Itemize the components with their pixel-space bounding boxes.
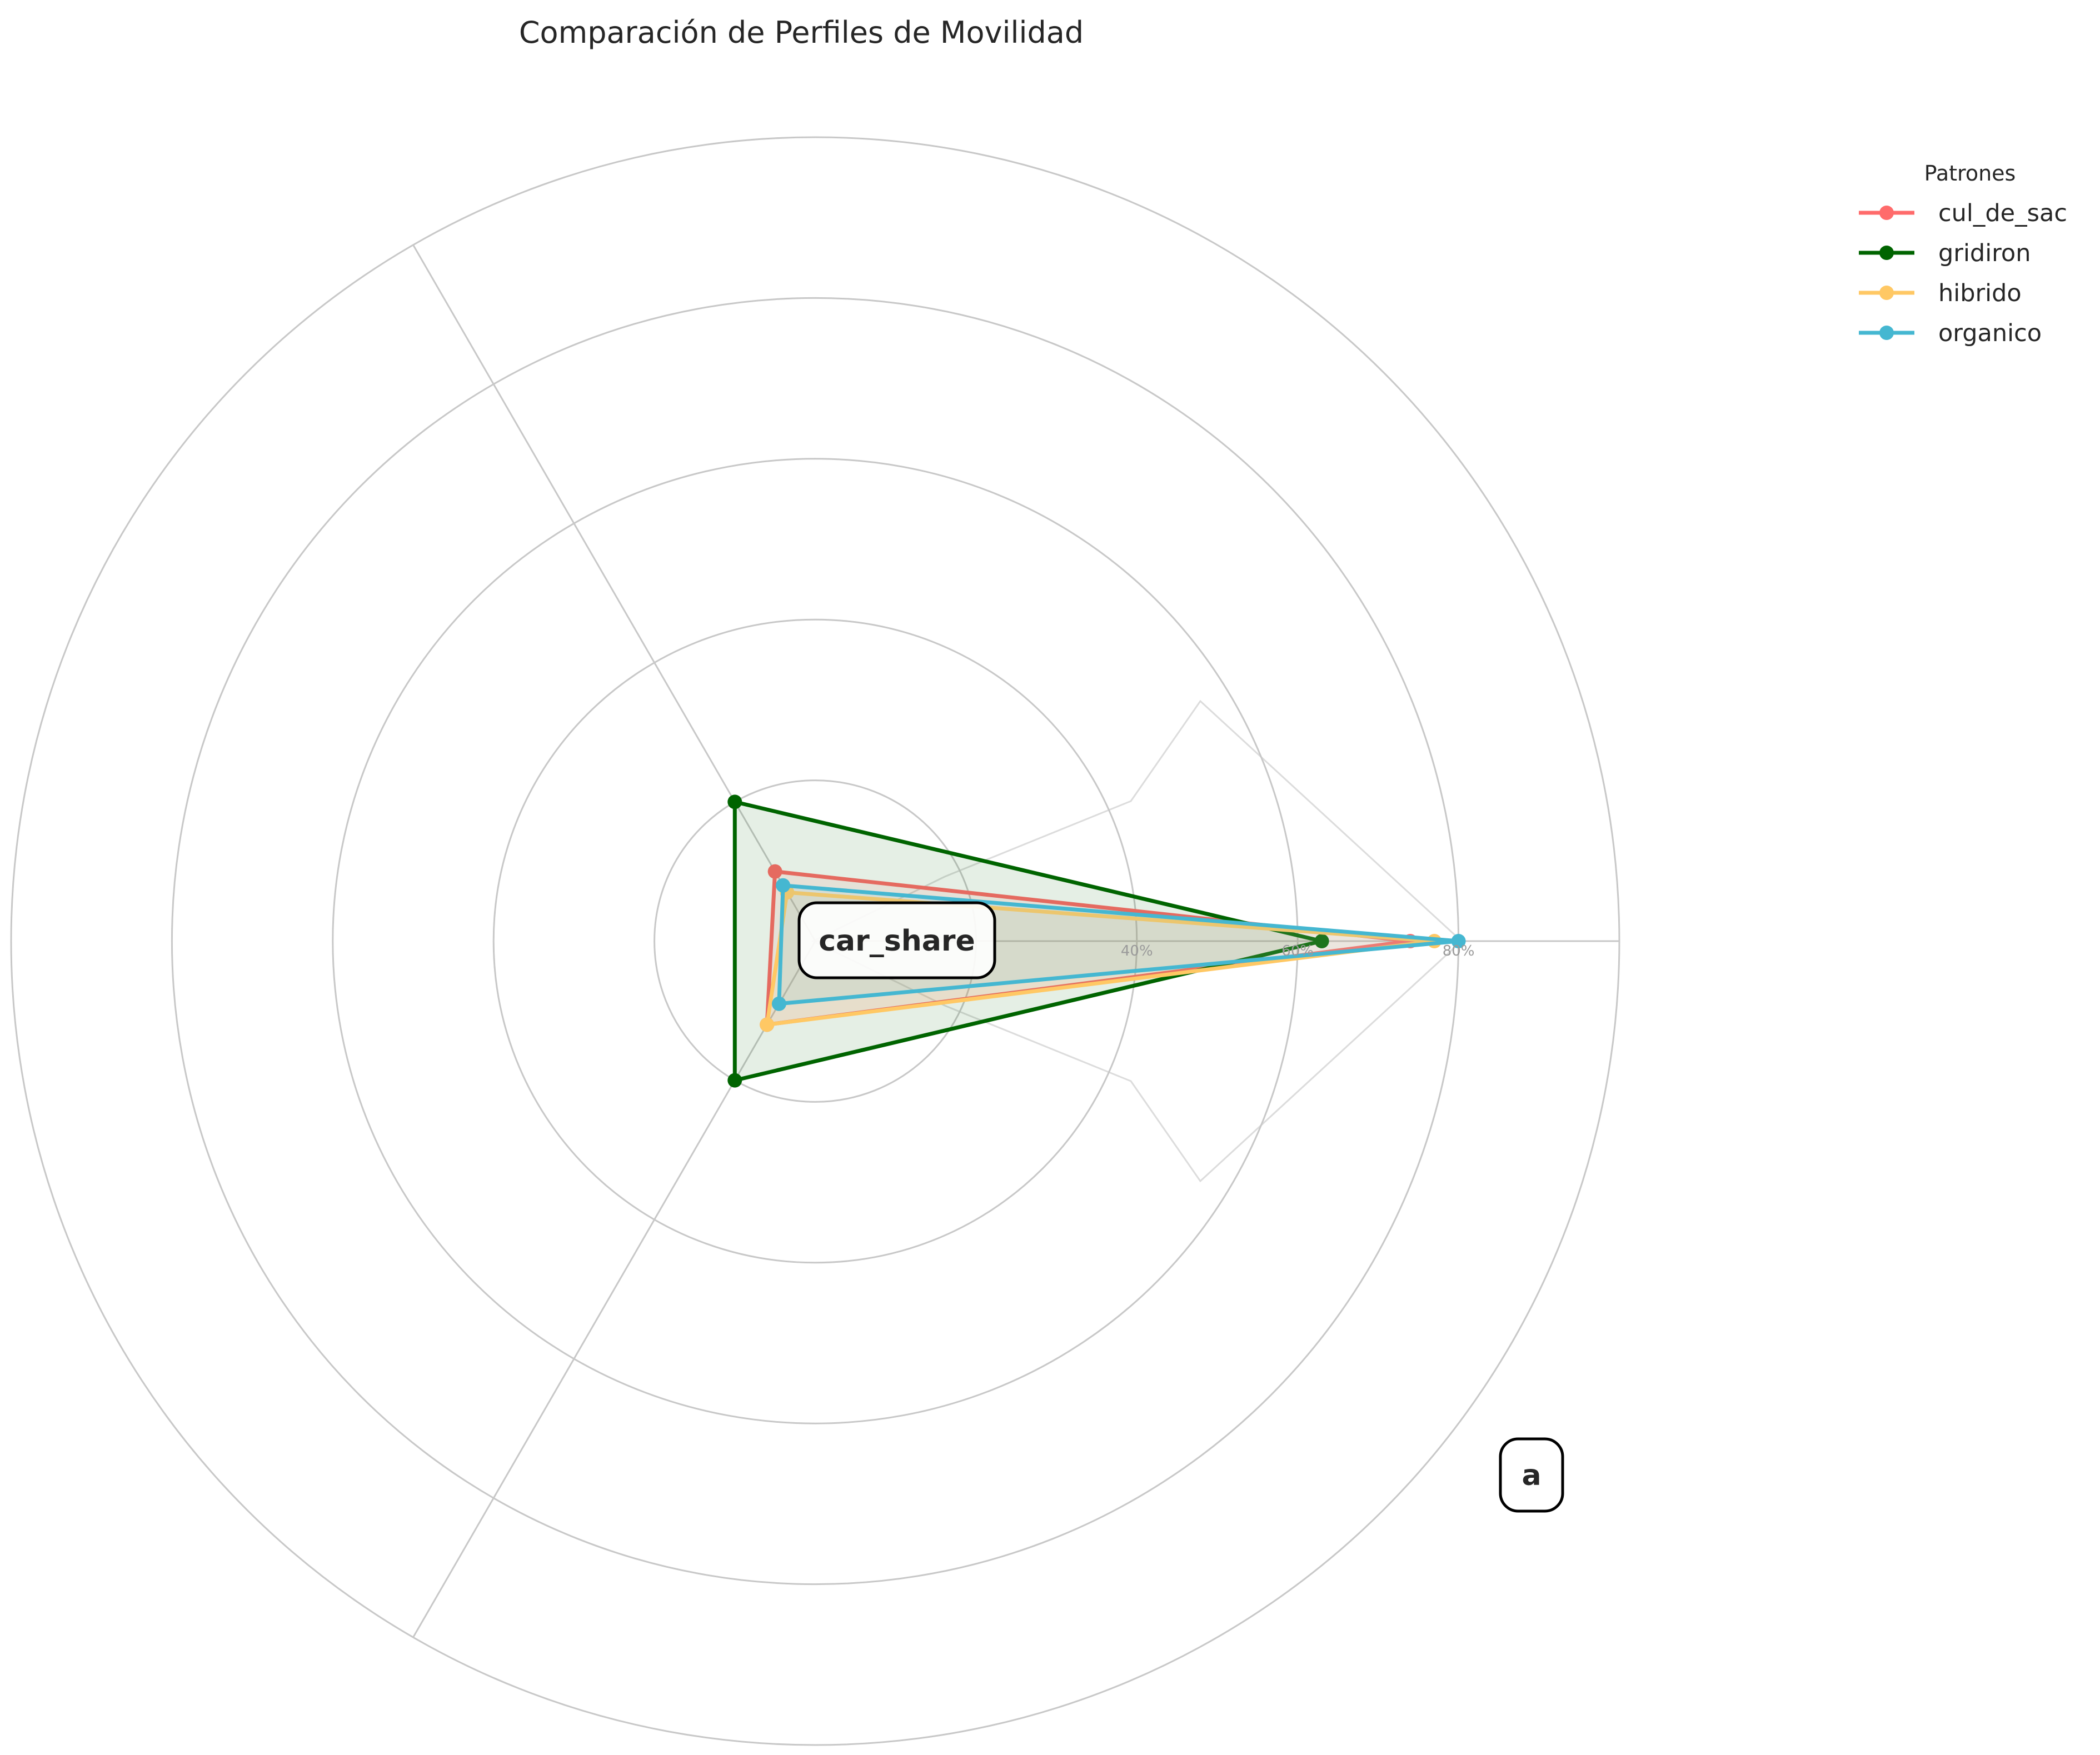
legend-title: Patrones: [1924, 161, 2016, 186]
point-gridiron-2: [727, 1073, 742, 1088]
point-hibrido-2: [760, 1017, 775, 1032]
tick-label-40: 40%: [1121, 943, 1153, 959]
legend-label-cul_de_sac: cul_de_sac: [1938, 199, 2067, 227]
point-organico-0: [1451, 934, 1466, 948]
spoke-2: [412, 941, 816, 1638]
legend-label-gridiron: gridiron: [1938, 239, 2031, 267]
legend-swatch-marker-organico: [1879, 326, 1894, 340]
point-gridiron-1: [727, 794, 742, 809]
point-organico-1: [776, 878, 791, 893]
annotation-box-a: a: [1499, 1437, 1564, 1513]
legend-swatch-marker-cul_de_sac: [1879, 206, 1894, 220]
axis-label-box: car_share: [797, 901, 996, 979]
legend-label-organico: organico: [1938, 319, 2042, 347]
point-cul_de_sac-1: [767, 864, 782, 879]
series-line-hibrido: [765, 890, 1436, 1027]
tick-label-60: 60%: [1281, 943, 1314, 959]
axis-label-box-text: car_share: [819, 924, 975, 958]
legend-swatch-marker-gridiron: [1879, 246, 1894, 260]
annotation-box-a-text: a: [1522, 1459, 1541, 1492]
point-organico-2: [771, 996, 786, 1011]
legend-swatch-marker-hibrido: [1879, 286, 1894, 300]
legend: Patrones cul_de_sac gridiron hibrido organic…: [1859, 161, 2067, 347]
spoke-1: [412, 244, 816, 942]
legend-item-organico: organico: [1859, 319, 2042, 347]
tick-label-80: 80%: [1443, 943, 1475, 959]
point-gridiron-0: [1314, 934, 1329, 948]
legend-item-gridiron: gridiron: [1859, 239, 2031, 267]
annotation-box-a-frame: [1499, 1437, 1564, 1513]
legend-item-hibrido: hibrido: [1859, 279, 2022, 307]
radial-tick-labels: 40% 60% 80%: [1121, 943, 1475, 959]
legend-item-cul_de_sac: cul_de_sac: [1859, 199, 2067, 227]
legend-label-hibrido: hibrido: [1938, 279, 2022, 307]
chart-title: Comparación de Perfiles de Movilidad: [519, 15, 1084, 50]
axis-label-box-frame: [797, 901, 996, 979]
series-line-organico: [777, 883, 1461, 1006]
series-line-gridiron: [732, 799, 1324, 1083]
